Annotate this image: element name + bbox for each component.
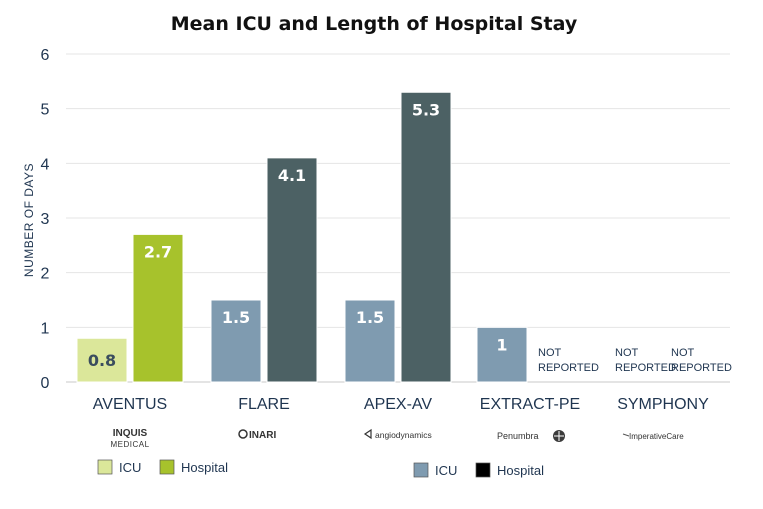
svg-text:angiodynamics: angiodynamics xyxy=(375,430,432,440)
y-tick-label: 2 xyxy=(41,266,50,283)
bar-value-label: 1 xyxy=(496,335,507,354)
chart-title: Mean ICU and Length of Hospital Stay xyxy=(171,13,578,35)
category-label: APEX-AV xyxy=(364,396,433,413)
category-label: SYMPHONY xyxy=(617,396,709,413)
svg-text:Penumbra: Penumbra xyxy=(497,431,539,441)
bar-value-label: 1.5 xyxy=(222,308,250,327)
bar-value-label: 4.1 xyxy=(278,166,306,185)
y-tick-label: 1 xyxy=(41,320,50,337)
bar-hospital xyxy=(266,157,318,383)
y-tick-labels: 0 1 2 3 4 5 6 xyxy=(41,47,50,392)
legends: ICU Hospital ICU Hospital xyxy=(97,459,544,478)
y-axis-label: NUMBER OF DAYS xyxy=(22,163,36,277)
bar-icu xyxy=(210,299,262,383)
category-labels: AVENTUS FLARE APEX-AV EXTRACT-PE SYMPHONY xyxy=(93,396,709,413)
category-label: FLARE xyxy=(238,396,290,413)
bars xyxy=(76,91,528,383)
svg-text:INQUIS: INQUIS xyxy=(113,428,148,439)
bar-hospital xyxy=(400,91,452,383)
legend-label: Hospital xyxy=(497,463,544,478)
y-tick-label: 5 xyxy=(41,102,50,119)
bar-icu xyxy=(76,337,128,383)
svg-text:MEDICAL: MEDICAL xyxy=(110,440,149,449)
not-reported-label: NOT REPORTED xyxy=(538,347,599,374)
bar-hospital xyxy=(132,233,184,383)
bar-value-label: 0.8 xyxy=(88,351,116,370)
category-label: AVENTUS xyxy=(93,396,167,413)
legend-swatch-hospital xyxy=(159,459,175,475)
legend-label: ICU xyxy=(435,463,457,478)
y-tick-label: 0 xyxy=(41,375,50,392)
category-label: EXTRACT-PE xyxy=(480,396,580,413)
legend-swatch-icu xyxy=(413,462,429,478)
bar-value-label: 2.7 xyxy=(144,242,172,261)
angiodynamics-logo: angiodynamics xyxy=(363,428,432,440)
y-tick-label: 3 xyxy=(41,211,50,228)
bar-icu xyxy=(476,326,528,383)
legend-swatch-icu xyxy=(97,459,113,475)
bar-icu xyxy=(344,299,396,383)
bar-value-label: 1.5 xyxy=(356,308,384,327)
svg-text:ImperativeCare: ImperativeCare xyxy=(629,432,684,441)
legend-swatch-hospital xyxy=(475,462,491,478)
not-reported-label: NOT REPORTED xyxy=(615,347,676,374)
y-tick-label: 4 xyxy=(41,156,50,173)
inari-logo: INARI xyxy=(238,429,276,441)
bar-value-label: 5.3 xyxy=(412,100,440,119)
legend-label: ICU xyxy=(119,460,141,475)
penumbra-logo: Penumbra xyxy=(497,430,565,442)
not-reported-label: NOT REPORTED xyxy=(671,347,732,374)
y-tick-label: 6 xyxy=(41,47,50,64)
imperative-care-logo: ImperativeCare xyxy=(622,432,684,441)
svg-text:INARI: INARI xyxy=(249,430,276,441)
legend-label: Hospital xyxy=(181,460,228,475)
